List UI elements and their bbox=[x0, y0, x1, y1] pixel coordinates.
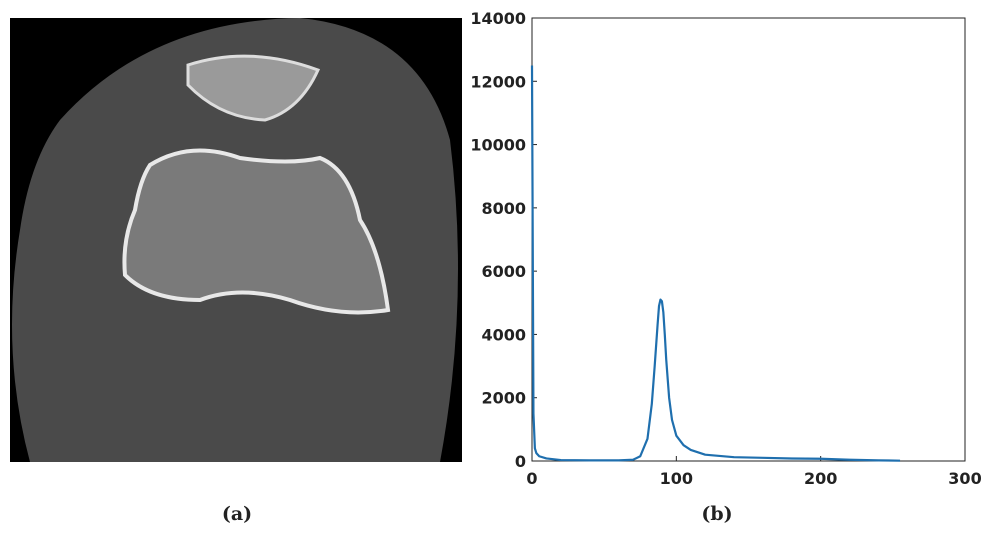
plot-frame bbox=[531, 17, 966, 462]
x-tick-label: 0 bbox=[526, 469, 537, 488]
x-tick-label: 300 bbox=[948, 469, 981, 488]
ct-image bbox=[10, 18, 462, 462]
y-tick-label: 10000 bbox=[470, 136, 526, 155]
y-tick-label: 8000 bbox=[481, 199, 526, 218]
caption: (b) bbox=[701, 503, 732, 525]
y-tick-label: 4000 bbox=[481, 325, 526, 344]
y-tick-label: 14000 bbox=[470, 9, 526, 28]
y-tick-label: 12000 bbox=[470, 72, 526, 91]
line bbox=[530, 65, 901, 462]
x-tick-label: 200 bbox=[804, 469, 837, 488]
y-tick-label: 2000 bbox=[481, 389, 526, 408]
y-tick-label: 6000 bbox=[481, 262, 526, 281]
y-tick-label: 0 bbox=[515, 452, 526, 471]
caption: (a) bbox=[222, 503, 252, 525]
x-tick-label: 100 bbox=[660, 469, 693, 488]
